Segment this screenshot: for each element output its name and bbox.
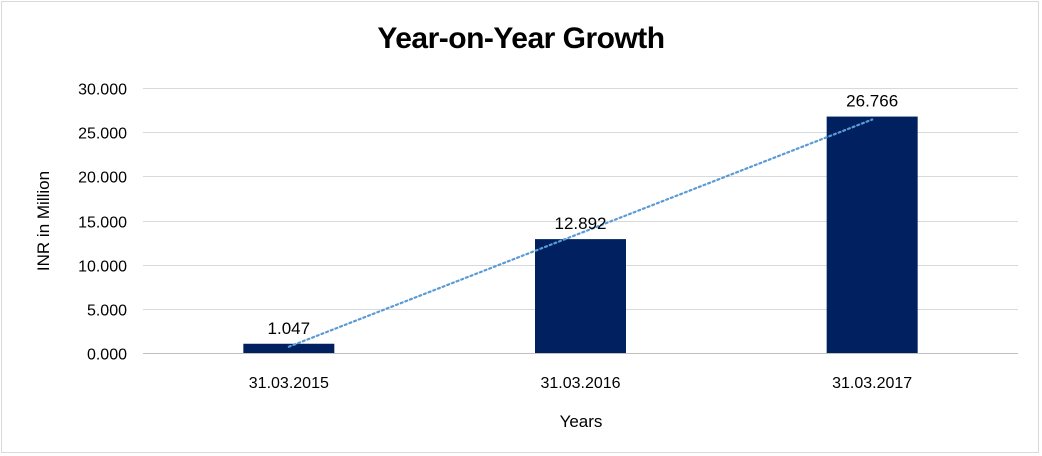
data-label: 26.766 xyxy=(846,92,898,111)
y-axis-title: INR in Million xyxy=(34,171,53,271)
x-tick-label: 31.03.2016 xyxy=(540,375,620,392)
y-tick-label: 10.000 xyxy=(78,259,127,276)
y-axis-ticks: 0.000 5.000 10.000 15.000 20.000 25.000 30.000 xyxy=(78,82,127,364)
y-tick-label: 30.000 xyxy=(78,82,127,99)
bar xyxy=(535,239,626,353)
data-label: 1.047 xyxy=(268,319,311,338)
data-labels: 1.047 12.892 26.766 xyxy=(268,92,899,338)
chart-title: Year-on-Year Growth xyxy=(377,22,665,55)
trendline-layer xyxy=(287,118,874,348)
x-axis-title: Years xyxy=(560,412,603,431)
x-tick-label: 31.03.2015 xyxy=(249,375,329,392)
trendline xyxy=(287,118,874,348)
x-axis-ticks: 31.03.2015 31.03.2016 31.03.2017 xyxy=(249,375,913,392)
x-tick-label: 31.03.2017 xyxy=(832,375,912,392)
y-tick-label: 0.000 xyxy=(87,347,127,364)
y-tick-label: 5.000 xyxy=(87,303,127,320)
bar xyxy=(243,343,335,353)
y-tick-label: 25.000 xyxy=(78,126,127,143)
y-tick-label: 20.000 xyxy=(78,170,127,187)
data-label: 12.892 xyxy=(555,214,607,233)
y-tick-label: 15.000 xyxy=(78,215,127,232)
bars xyxy=(243,116,918,353)
bar xyxy=(826,116,918,353)
